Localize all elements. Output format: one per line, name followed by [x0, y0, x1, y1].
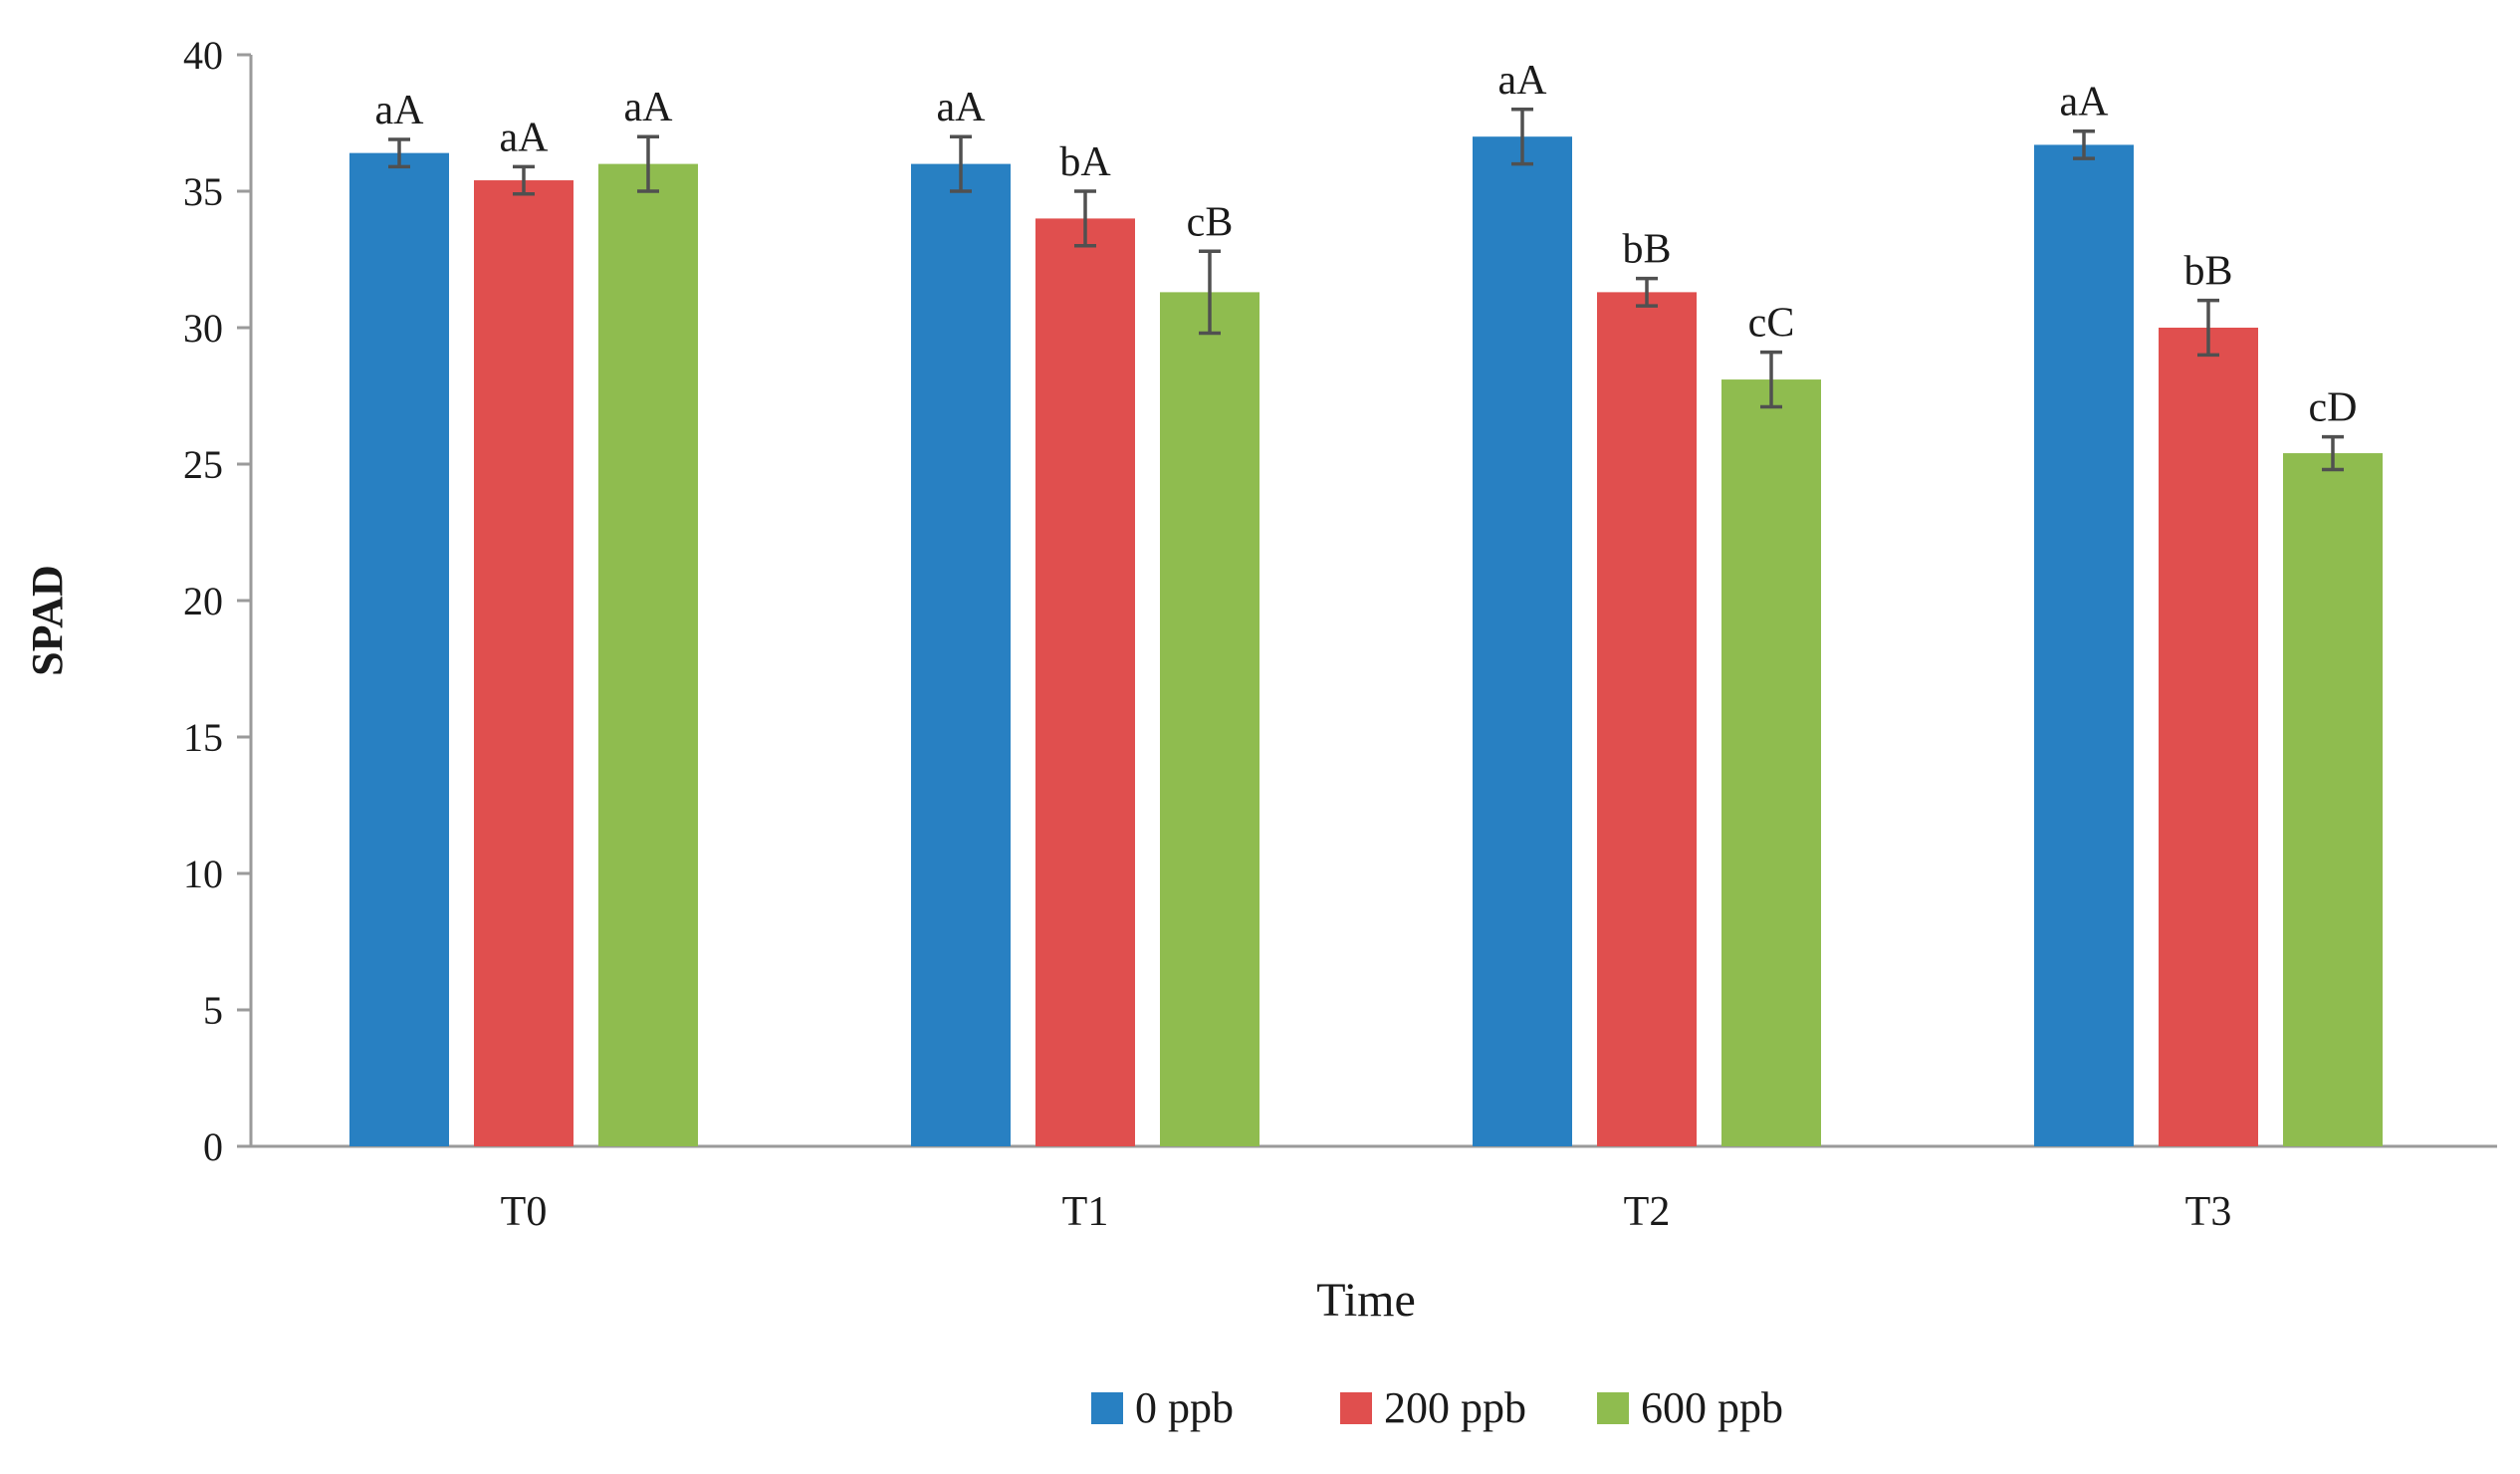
y-tick-label: 5: [203, 988, 223, 1033]
bar: [2283, 453, 2383, 1146]
bar: [349, 152, 449, 1146]
legend-label: 0 ppb: [1135, 1383, 1234, 1432]
bar: [598, 163, 698, 1147]
data-label: cC: [1748, 301, 1795, 347]
y-axis-title: SPAD: [23, 565, 72, 676]
y-tick-label: 15: [183, 715, 223, 760]
y-tick-label: 0: [203, 1124, 223, 1169]
x-axis-title: Time: [1316, 1274, 1416, 1327]
data-label: aA: [937, 85, 987, 130]
bar: [1721, 379, 1821, 1146]
data-label: aA: [500, 115, 550, 160]
bar: [1597, 292, 1697, 1146]
data-label: cD: [2309, 385, 2358, 431]
y-tick-label: 10: [183, 852, 223, 896]
bar: [1473, 136, 1572, 1146]
bar: [1160, 292, 1260, 1146]
y-tick-label: 20: [183, 579, 223, 623]
legend-label: 600 ppb: [1641, 1383, 1783, 1432]
legend-swatch: [1091, 1392, 1123, 1424]
legend-swatch: [1340, 1392, 1372, 1424]
y-tick-label: 35: [183, 169, 223, 214]
data-label: aA: [624, 85, 674, 130]
data-label: aA: [2060, 80, 2110, 125]
y-tick-label: 40: [183, 33, 223, 78]
data-label: bA: [1059, 139, 1111, 185]
y-tick-label: 30: [183, 306, 223, 351]
bar: [1035, 218, 1135, 1146]
bar: [911, 163, 1011, 1147]
error-bars-layer: [388, 108, 2344, 472]
x-tick-label: T0: [501, 1189, 548, 1235]
bars-layer: [349, 136, 2383, 1147]
x-tick-label: T1: [1062, 1189, 1109, 1235]
data-label: bB: [1622, 227, 1671, 273]
x-tick-label: T3: [2185, 1189, 2232, 1235]
bar: [474, 180, 573, 1147]
data-label: bB: [2183, 249, 2232, 295]
bar: [2159, 328, 2258, 1146]
data-labels-layer: aA aA aA aA bA cB aA bB cC aA bB cD: [375, 58, 2358, 431]
data-label: aA: [375, 88, 425, 133]
legend: 0 ppb 200 ppb 600 ppb: [1091, 1383, 1783, 1432]
y-tick-label: 25: [183, 442, 223, 487]
legend-swatch: [1597, 1392, 1629, 1424]
bar: [2034, 144, 2134, 1147]
x-tick-label: T2: [1624, 1189, 1671, 1235]
data-label: aA: [1498, 58, 1548, 104]
data-label: cB: [1187, 199, 1234, 245]
legend-label: 200 ppb: [1384, 1383, 1526, 1432]
